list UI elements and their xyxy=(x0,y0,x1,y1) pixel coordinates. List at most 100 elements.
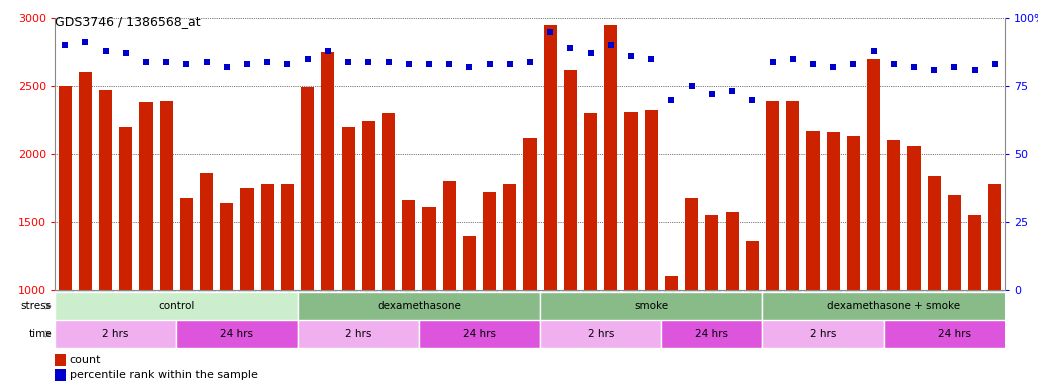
Point xyxy=(299,56,316,62)
Point xyxy=(926,66,943,73)
Bar xyxy=(544,25,556,290)
Bar xyxy=(645,111,658,290)
Text: stress: stress xyxy=(21,301,52,311)
Point xyxy=(723,88,740,94)
Bar xyxy=(807,131,820,290)
Bar xyxy=(241,188,253,290)
Point xyxy=(825,64,842,70)
Point xyxy=(785,56,801,62)
Point xyxy=(339,58,356,65)
Bar xyxy=(298,292,540,320)
Bar xyxy=(301,88,315,290)
Bar xyxy=(463,236,476,290)
Bar xyxy=(826,132,840,290)
Point xyxy=(57,42,74,48)
Bar xyxy=(55,292,298,320)
Point xyxy=(986,61,1003,67)
Bar xyxy=(763,320,883,348)
Bar xyxy=(968,215,981,290)
Text: GDS3746 / 1386568_at: GDS3746 / 1386568_at xyxy=(55,15,200,28)
Point xyxy=(482,61,498,67)
Point xyxy=(704,91,720,97)
Text: 24 hrs: 24 hrs xyxy=(220,329,253,339)
Bar xyxy=(442,181,456,290)
Bar xyxy=(119,127,132,290)
Bar xyxy=(55,320,176,348)
Bar xyxy=(418,320,540,348)
Bar xyxy=(706,215,718,290)
Bar xyxy=(685,197,699,290)
Bar xyxy=(79,73,92,290)
Bar xyxy=(342,127,355,290)
Bar xyxy=(382,113,395,290)
Text: 2 hrs: 2 hrs xyxy=(345,329,372,339)
Bar xyxy=(483,192,496,290)
Bar xyxy=(55,369,65,381)
Text: control: control xyxy=(158,301,194,311)
Point xyxy=(98,48,114,54)
Bar xyxy=(176,320,298,348)
Text: 24 hrs: 24 hrs xyxy=(938,329,971,339)
Point xyxy=(441,61,458,67)
Bar xyxy=(540,292,763,320)
Bar xyxy=(99,90,112,290)
Bar xyxy=(281,184,294,290)
Point xyxy=(158,58,174,65)
Bar xyxy=(503,184,516,290)
Bar xyxy=(200,173,213,290)
Point xyxy=(643,56,659,62)
Bar xyxy=(361,121,375,290)
Point xyxy=(380,58,397,65)
Point xyxy=(845,61,862,67)
Bar xyxy=(726,212,739,290)
Text: 2 hrs: 2 hrs xyxy=(588,329,613,339)
Point xyxy=(804,61,821,67)
Point xyxy=(563,45,579,51)
Point xyxy=(239,61,255,67)
Point xyxy=(198,58,215,65)
Point xyxy=(501,61,518,67)
Bar xyxy=(584,113,597,290)
Bar xyxy=(298,320,418,348)
Bar xyxy=(523,138,537,290)
Point xyxy=(966,66,983,73)
Point xyxy=(744,96,761,103)
Text: smoke: smoke xyxy=(634,301,668,311)
Point xyxy=(401,61,417,67)
Point xyxy=(906,64,923,70)
Bar xyxy=(402,200,415,290)
Bar xyxy=(58,86,72,290)
Text: dexamethasone: dexamethasone xyxy=(377,301,461,311)
Point xyxy=(764,58,781,65)
Point xyxy=(683,83,700,89)
Bar xyxy=(988,184,1002,290)
Point xyxy=(258,58,275,65)
Bar xyxy=(887,141,900,290)
Bar xyxy=(948,195,961,290)
Bar xyxy=(763,292,1026,320)
Bar xyxy=(661,320,763,348)
Point xyxy=(602,42,619,48)
Point xyxy=(117,50,134,56)
Point xyxy=(623,53,639,59)
Text: 2 hrs: 2 hrs xyxy=(103,329,129,339)
Text: dexamethasone + smoke: dexamethasone + smoke xyxy=(827,301,960,311)
Bar xyxy=(540,320,661,348)
Bar xyxy=(928,176,940,290)
Point xyxy=(138,58,155,65)
Bar xyxy=(867,59,880,290)
Bar xyxy=(422,207,436,290)
Bar xyxy=(180,197,193,290)
Point xyxy=(461,64,477,70)
Point xyxy=(947,64,963,70)
Point xyxy=(542,28,558,35)
Text: time: time xyxy=(28,329,52,339)
Point xyxy=(179,61,195,67)
Point xyxy=(885,61,902,67)
Text: 24 hrs: 24 hrs xyxy=(695,329,729,339)
Bar xyxy=(322,52,334,290)
Point xyxy=(663,96,680,103)
Bar xyxy=(604,25,618,290)
Point xyxy=(522,58,539,65)
Text: 24 hrs: 24 hrs xyxy=(463,329,496,339)
